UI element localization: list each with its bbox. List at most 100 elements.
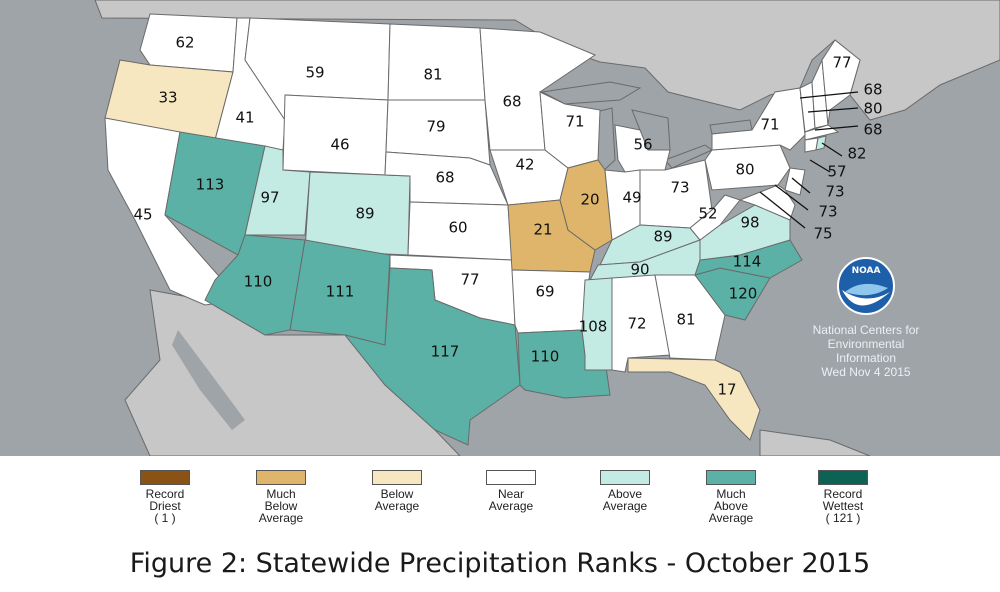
credit-line-4: Wed Nov 4 2015 xyxy=(821,365,910,379)
legend-text: Much xyxy=(716,487,746,501)
rank-tn: 90 xyxy=(630,261,649,279)
legend-swatch xyxy=(372,470,422,485)
legend-text: Near xyxy=(497,487,524,501)
rank-az: 110 xyxy=(244,273,273,291)
legend: Record Driest ( 1 ) Much Below Average B… xyxy=(0,470,1000,538)
state-il xyxy=(559,159,613,251)
rank-ok: 77 xyxy=(460,271,479,289)
legend-text: ( 121 ) xyxy=(825,511,861,525)
rank-ct: 82 xyxy=(847,145,866,163)
rank-ia: 42 xyxy=(515,156,534,174)
rank-sd: 79 xyxy=(426,118,445,136)
legend-text: Much xyxy=(266,487,296,501)
rank-or: 33 xyxy=(158,89,177,107)
rank-wv: 52 xyxy=(698,205,717,223)
rank-ks: 60 xyxy=(448,219,467,237)
legend-text: ( 1 ) xyxy=(154,511,176,525)
rank-il: 20 xyxy=(580,191,599,209)
rank-ar: 69 xyxy=(535,283,554,301)
rank-md: 73 xyxy=(818,203,837,221)
rank-de: 73 xyxy=(825,183,844,201)
rank-nv: 113 xyxy=(196,176,225,194)
legend-text: Above xyxy=(713,499,749,513)
rank-dc: 75 xyxy=(813,225,832,243)
legend-record-wettest: Record Wettest ( 121 ) xyxy=(788,470,898,524)
rank-la: 110 xyxy=(531,348,560,366)
rank-vt: 80 xyxy=(863,100,882,118)
legend-swatch xyxy=(256,470,306,485)
credit-line-2: Environmental xyxy=(828,337,905,351)
legend-much-above-average: Much Above Average xyxy=(676,470,786,524)
legend-text: Record xyxy=(145,487,185,501)
legend-record-driest: Record Driest ( 1 ) xyxy=(110,470,220,524)
gulf-of-california xyxy=(172,330,245,430)
state-tx xyxy=(343,267,521,446)
leader-lines xyxy=(759,91,859,229)
rank-fl: 17 xyxy=(717,381,736,399)
rank-co: 89 xyxy=(355,205,374,223)
legend-text: Below xyxy=(380,487,414,501)
rank-mn: 68 xyxy=(502,93,521,111)
rank-mt: 59 xyxy=(305,64,324,82)
legend-swatch xyxy=(600,470,650,485)
rank-tx: 117 xyxy=(431,343,460,361)
legend-text: Driest xyxy=(149,499,181,513)
rank-al: 72 xyxy=(627,315,646,333)
state-ri xyxy=(815,135,827,151)
legend-near-average: Near Average xyxy=(456,470,566,512)
state-fl xyxy=(627,357,761,441)
state-nj xyxy=(784,167,806,196)
rank-va: 98 xyxy=(740,214,759,232)
rank-ky: 89 xyxy=(653,228,672,246)
rank-ut: 97 xyxy=(260,189,279,207)
rank-nc: 114 xyxy=(733,253,762,271)
legend-text: Average xyxy=(488,499,534,513)
rank-ms: 108 xyxy=(579,318,608,336)
rank-nd: 81 xyxy=(423,66,442,84)
noaa-logo-icon: NOAA xyxy=(837,257,895,315)
rank-ga: 81 xyxy=(676,311,695,329)
legend-below-average: Below Average xyxy=(342,470,452,512)
noaa-logo-text: NOAA xyxy=(852,266,881,276)
legend-text: Average xyxy=(258,511,304,525)
state-va xyxy=(699,204,791,261)
legend-swatch xyxy=(706,470,756,485)
state-mi xyxy=(614,124,671,173)
rank-ne: 68 xyxy=(435,169,454,187)
rank-sc: 120 xyxy=(729,285,758,303)
rank-wy: 46 xyxy=(330,136,349,154)
rank-oh: 73 xyxy=(670,179,689,197)
rank-nh: 68 xyxy=(863,81,882,99)
legend-text: Average xyxy=(708,511,754,525)
legend-text: Average xyxy=(602,499,648,513)
legend-much-below-average: Much Below Average xyxy=(226,470,336,524)
rank-mi: 56 xyxy=(633,136,652,154)
state-az xyxy=(204,234,306,336)
rank-ny: 71 xyxy=(760,116,779,134)
credit-line-3: Information xyxy=(836,351,896,365)
precipitation-map: 62 33 45 41 113 59 46 97 89 110 111 81 7… xyxy=(0,0,1000,456)
credit-line-1: National Centers for xyxy=(813,323,920,337)
legend-text: Record xyxy=(823,487,863,501)
legend-swatch xyxy=(486,470,536,485)
legend-text: Wettest xyxy=(822,499,864,513)
state-nd xyxy=(387,23,486,101)
rank-wi: 71 xyxy=(565,113,584,131)
state-md xyxy=(738,184,796,221)
legend-swatch xyxy=(140,470,190,485)
rank-mo: 21 xyxy=(533,221,552,239)
rank-in: 49 xyxy=(622,189,641,207)
legend-text: Below xyxy=(264,499,298,513)
rank-ca: 45 xyxy=(133,206,152,224)
rank-id: 41 xyxy=(235,109,254,127)
rank-ma: 68 xyxy=(863,121,882,139)
legend-swatch xyxy=(818,470,868,485)
rank-pa: 80 xyxy=(735,161,754,179)
rank-nm: 111 xyxy=(326,283,355,301)
legend-above-average: Above Average xyxy=(570,470,680,512)
legend-text: Average xyxy=(374,499,420,513)
rank-wa: 62 xyxy=(175,34,194,52)
rank-nj: 57 xyxy=(827,163,846,181)
state-ga xyxy=(654,274,726,361)
legend-text: Above xyxy=(607,487,643,501)
